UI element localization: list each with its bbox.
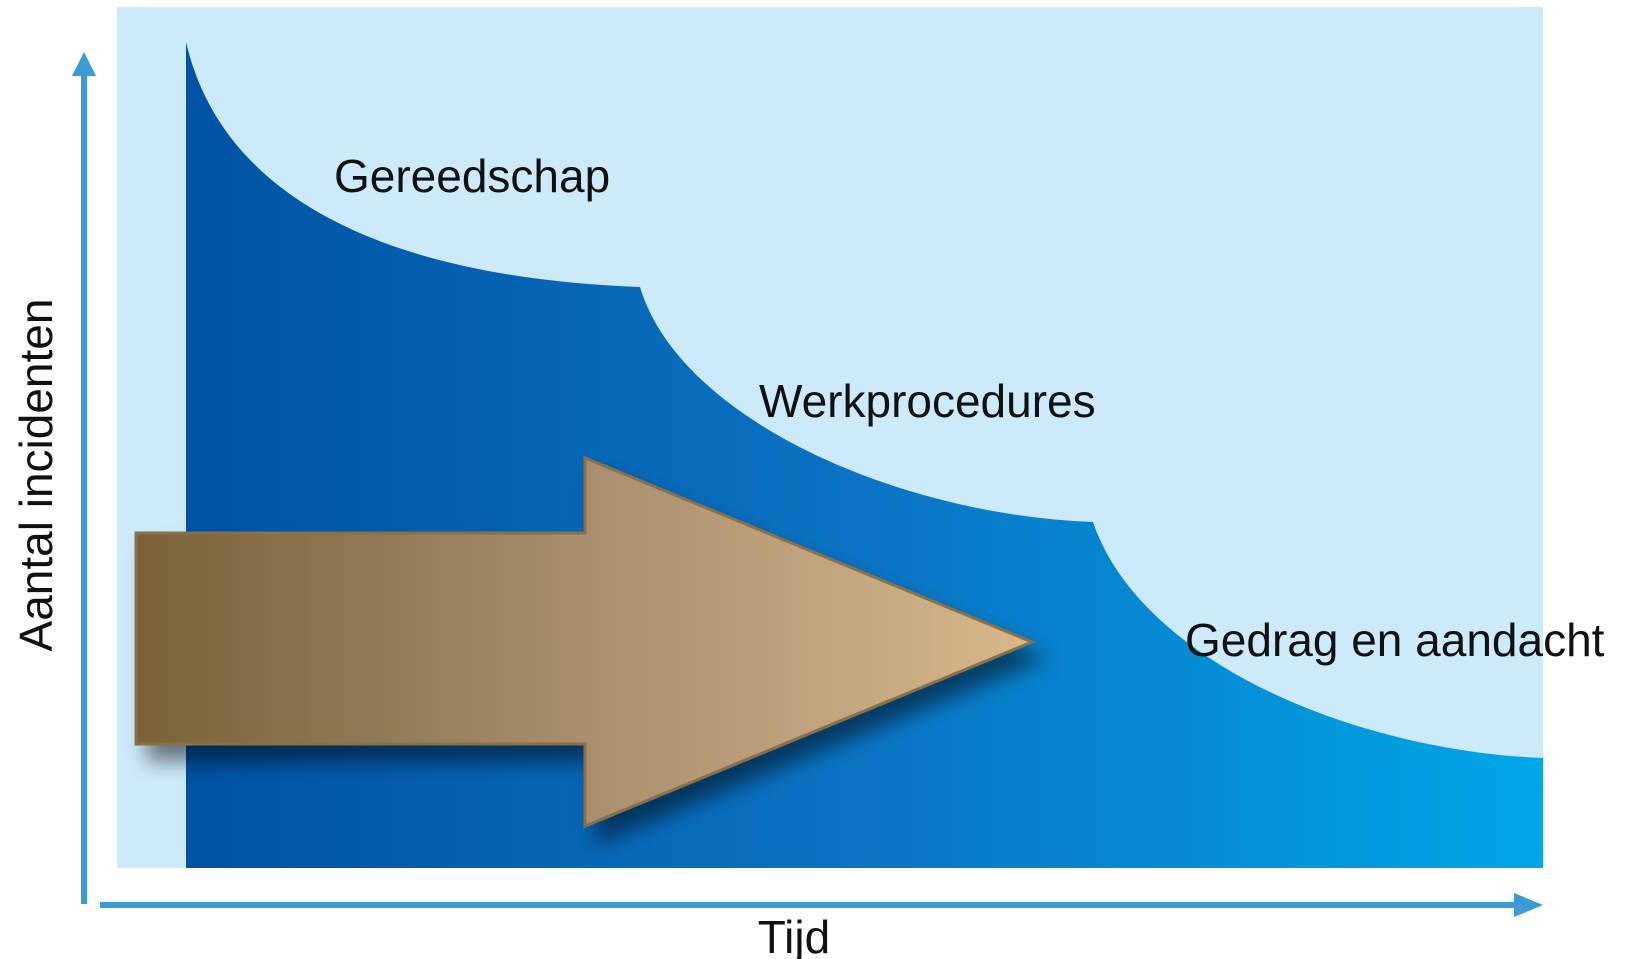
x-axis-label: Tijd: [758, 911, 830, 959]
phase-label: Werkprocedures: [759, 375, 1096, 427]
phase-label: Gedrag en aandacht: [1185, 614, 1605, 666]
y-axis-arrowhead: [72, 52, 96, 76]
y-axis-label: Aantal incidenten: [10, 299, 62, 652]
progress-arrow: [134, 455, 1036, 829]
phase-label: Gereedschap: [334, 150, 610, 202]
x-axis-arrowhead: [1514, 893, 1543, 917]
